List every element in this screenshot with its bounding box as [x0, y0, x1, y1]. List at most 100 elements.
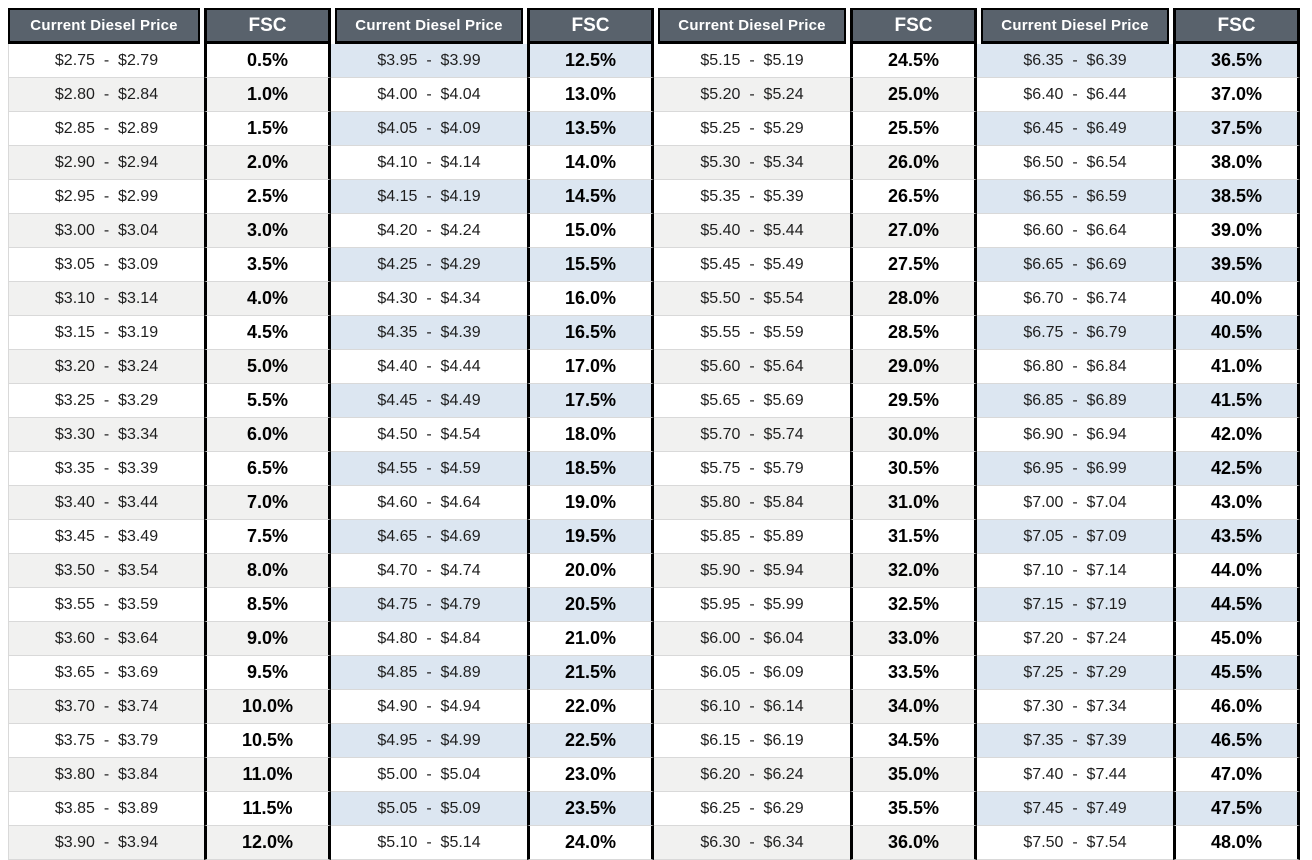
fsc-value-cell: 42.5%	[1173, 452, 1300, 486]
price-range-cell: $6.00 - $6.04	[654, 622, 850, 656]
price-range-cell: $6.85 - $6.89	[977, 384, 1173, 418]
fsc-value-cell: 29.0%	[850, 350, 977, 384]
fsc-column-header: FSC	[850, 8, 977, 44]
rate-group-3: Current Diesel Price FSC $5.15 - $5.19 24…	[654, 8, 977, 860]
fsc-value-cell: 45.0%	[1173, 622, 1300, 656]
price-range-cell: $7.05 - $7.09	[977, 520, 1173, 554]
price-range-cell: $5.65 - $5.69	[654, 384, 850, 418]
price-range-cell: $3.15 - $3.19	[8, 316, 204, 350]
fsc-value-cell: 2.5%	[204, 180, 331, 214]
fsc-value-cell: 15.0%	[527, 214, 654, 248]
price-range-cell: $6.10 - $6.14	[654, 690, 850, 724]
price-column-header: Current Diesel Price	[658, 8, 846, 44]
fsc-value-cell: 4.0%	[204, 282, 331, 316]
price-column-header: Current Diesel Price	[981, 8, 1169, 44]
fsc-table: Current Diesel Price FSC $2.75 - $2.79 0.…	[8, 8, 1300, 860]
fsc-value-cell: 43.5%	[1173, 520, 1300, 554]
price-range-cell: $7.10 - $7.14	[977, 554, 1173, 588]
fsc-value-cell: 23.0%	[527, 758, 654, 792]
fsc-value-cell: 35.5%	[850, 792, 977, 826]
price-range-cell: $3.80 - $3.84	[8, 758, 204, 792]
fsc-value-cell: 21.0%	[527, 622, 654, 656]
price-range-cell: $6.95 - $6.99	[977, 452, 1173, 486]
price-range-cell: $4.85 - $4.89	[331, 656, 527, 690]
fsc-value-cell: 40.5%	[1173, 316, 1300, 350]
price-range-cell: $3.00 - $3.04	[8, 214, 204, 248]
price-range-cell: $3.95 - $3.99	[331, 44, 527, 78]
rate-group-1: Current Diesel Price FSC $2.75 - $2.79 0.…	[8, 8, 331, 860]
price-range-cell: $5.20 - $5.24	[654, 78, 850, 112]
fsc-value-cell: 3.0%	[204, 214, 331, 248]
price-range-cell: $4.35 - $4.39	[331, 316, 527, 350]
price-range-cell: $5.35 - $5.39	[654, 180, 850, 214]
fsc-value-cell: 31.0%	[850, 486, 977, 520]
price-range-cell: $6.75 - $6.79	[977, 316, 1173, 350]
price-range-cell: $3.85 - $3.89	[8, 792, 204, 826]
price-range-cell: $6.05 - $6.09	[654, 656, 850, 690]
fsc-value-cell: 20.0%	[527, 554, 654, 588]
fsc-value-cell: 7.5%	[204, 520, 331, 554]
fsc-value-cell: 16.0%	[527, 282, 654, 316]
price-range-cell: $7.00 - $7.04	[977, 486, 1173, 520]
fsc-value-cell: 44.5%	[1173, 588, 1300, 622]
fsc-column-header: FSC	[527, 8, 654, 44]
price-range-cell: $4.25 - $4.29	[331, 248, 527, 282]
fsc-value-cell: 1.0%	[204, 78, 331, 112]
price-range-cell: $4.40 - $4.44	[331, 350, 527, 384]
fsc-value-cell: 47.5%	[1173, 792, 1300, 826]
price-range-cell: $6.50 - $6.54	[977, 146, 1173, 180]
fsc-value-cell: 42.0%	[1173, 418, 1300, 452]
fsc-value-cell: 26.0%	[850, 146, 977, 180]
fsc-value-cell: 19.0%	[527, 486, 654, 520]
fsc-value-cell: 18.0%	[527, 418, 654, 452]
fsc-value-cell: 41.0%	[1173, 350, 1300, 384]
price-range-cell: $4.00 - $4.04	[331, 78, 527, 112]
fsc-value-cell: 35.0%	[850, 758, 977, 792]
fsc-value-cell: 22.5%	[527, 724, 654, 758]
price-range-cell: $5.85 - $5.89	[654, 520, 850, 554]
fsc-value-cell: 7.0%	[204, 486, 331, 520]
fsc-value-cell: 48.0%	[1173, 826, 1300, 860]
fsc-value-cell: 17.5%	[527, 384, 654, 418]
fsc-value-cell: 23.5%	[527, 792, 654, 826]
price-range-cell: $2.90 - $2.94	[8, 146, 204, 180]
price-range-cell: $6.55 - $6.59	[977, 180, 1173, 214]
price-range-cell: $3.50 - $3.54	[8, 554, 204, 588]
price-range-cell: $7.35 - $7.39	[977, 724, 1173, 758]
fsc-value-cell: 2.0%	[204, 146, 331, 180]
price-range-cell: $5.10 - $5.14	[331, 826, 527, 860]
fsc-value-cell: 31.5%	[850, 520, 977, 554]
fsc-value-cell: 32.0%	[850, 554, 977, 588]
price-range-cell: $2.95 - $2.99	[8, 180, 204, 214]
fsc-value-cell: 18.5%	[527, 452, 654, 486]
fsc-column-header: FSC	[1173, 8, 1300, 44]
fsc-value-cell: 47.0%	[1173, 758, 1300, 792]
fsc-value-cell: 3.5%	[204, 248, 331, 282]
price-range-cell: $5.30 - $5.34	[654, 146, 850, 180]
price-range-cell: $6.70 - $6.74	[977, 282, 1173, 316]
price-range-cell: $4.90 - $4.94	[331, 690, 527, 724]
fsc-value-cell: 15.5%	[527, 248, 654, 282]
fsc-value-cell: 27.0%	[850, 214, 977, 248]
price-range-cell: $2.85 - $2.89	[8, 112, 204, 146]
price-range-cell: $2.80 - $2.84	[8, 78, 204, 112]
price-range-cell: $5.75 - $5.79	[654, 452, 850, 486]
fsc-value-cell: 44.0%	[1173, 554, 1300, 588]
price-range-cell: $7.25 - $7.29	[977, 656, 1173, 690]
fsc-value-cell: 9.0%	[204, 622, 331, 656]
price-range-cell: $4.45 - $4.49	[331, 384, 527, 418]
price-range-cell: $7.30 - $7.34	[977, 690, 1173, 724]
fsc-value-cell: 14.0%	[527, 146, 654, 180]
fsc-value-cell: 25.0%	[850, 78, 977, 112]
price-range-cell: $6.80 - $6.84	[977, 350, 1173, 384]
price-range-cell: $5.60 - $5.64	[654, 350, 850, 384]
price-range-cell: $6.60 - $6.64	[977, 214, 1173, 248]
price-range-cell: $3.70 - $3.74	[8, 690, 204, 724]
fsc-value-cell: 6.0%	[204, 418, 331, 452]
price-range-cell: $6.30 - $6.34	[654, 826, 850, 860]
fsc-value-cell: 28.5%	[850, 316, 977, 350]
price-range-cell: $3.65 - $3.69	[8, 656, 204, 690]
price-range-cell: $4.65 - $4.69	[331, 520, 527, 554]
rate-group-4: Current Diesel Price FSC $6.35 - $6.39 36…	[977, 8, 1300, 860]
fsc-value-cell: 13.5%	[527, 112, 654, 146]
